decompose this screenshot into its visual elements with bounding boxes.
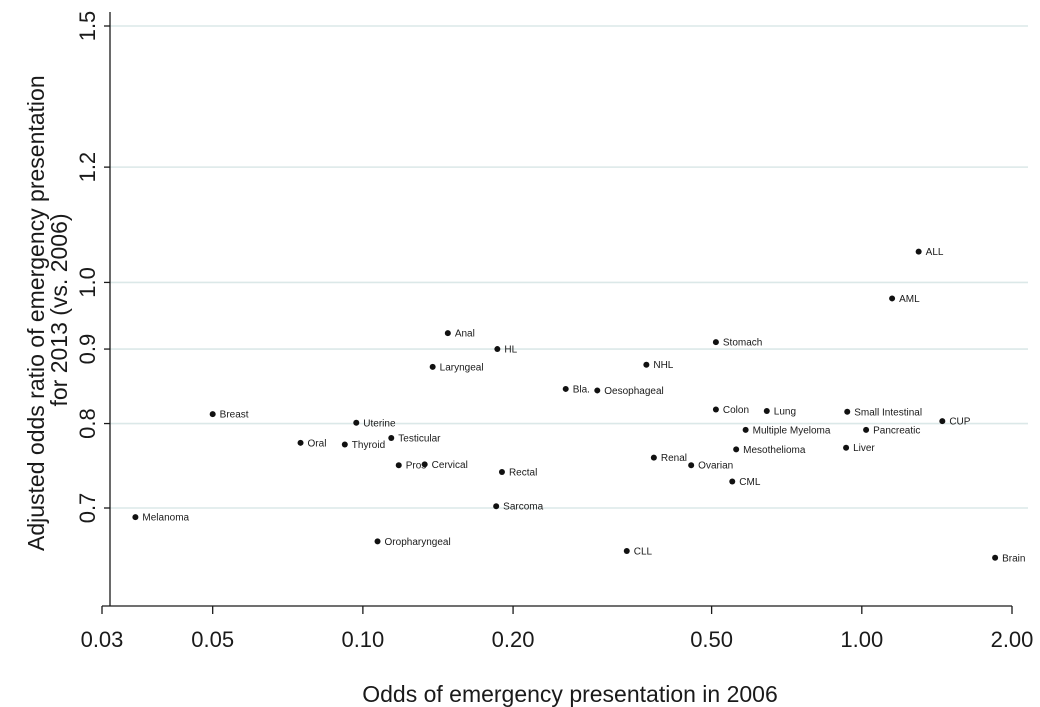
data-point <box>594 387 601 394</box>
y-tick-label: 0.7 <box>75 493 100 524</box>
point-label: CML <box>739 477 761 488</box>
y-tick-label: 0.9 <box>75 334 100 365</box>
data-point <box>493 503 500 510</box>
data-point <box>623 547 630 554</box>
point-label: Sarcoma <box>503 502 543 513</box>
x-tick-label: 0.50 <box>690 627 733 652</box>
point-label: AML <box>899 294 920 305</box>
point-label: Liver <box>853 443 875 454</box>
data-point <box>562 385 569 392</box>
point-label: Brain <box>1002 553 1025 564</box>
x-tick-label: 2.00 <box>991 627 1034 652</box>
point-label: Breast <box>220 410 249 421</box>
data-point <box>742 426 749 433</box>
data-point <box>297 439 304 446</box>
point-label: Stomach <box>723 338 762 349</box>
point-label: Laryngeal <box>440 362 484 373</box>
point-label: Oropharyngeal <box>385 537 451 548</box>
data-points <box>132 248 999 561</box>
point-label: Uterine <box>363 418 396 429</box>
y-tick-label: 0.8 <box>75 408 100 439</box>
point-label: Small Intestinal <box>854 407 922 418</box>
point-label: Thyroid <box>352 440 385 451</box>
point-label: Lung <box>774 407 796 418</box>
point-label: Pros <box>406 461 427 472</box>
data-point <box>341 441 348 448</box>
point-label: Melanoma <box>142 513 189 524</box>
data-point <box>388 434 395 441</box>
point-label: Mesothelioma <box>743 445 806 456</box>
data-point <box>863 426 870 433</box>
x-tick-label: 0.03 <box>81 627 124 652</box>
y-tick-label: 1.2 <box>75 152 100 183</box>
point-label: Oral <box>308 438 327 449</box>
point-label: Ovarian <box>698 461 733 472</box>
y-axis: 0.7 0.8 0.9 1.0 1.2 1.5 <box>75 11 111 606</box>
x-axis-title: Odds of emergency presentation in 2006 <box>362 681 778 707</box>
data-point <box>712 339 719 346</box>
y-axis-title: Adjusted odds ratio of emergency present… <box>23 69 72 551</box>
data-point <box>733 446 740 453</box>
data-point <box>650 454 657 461</box>
data-point <box>374 538 381 545</box>
data-point <box>729 478 736 485</box>
point-label: CLL <box>634 546 653 557</box>
point-label: Testicular <box>398 433 441 444</box>
y-tick-label: 1.5 <box>75 11 100 42</box>
point-labels: ALL AML Stomach Anal HL NHL Laryngeal Bla. Oesop… <box>142 247 1025 564</box>
y-axis-title-line-1: Adjusted odds ratio of emergency present… <box>23 75 49 551</box>
x-tick-label: 0.05 <box>191 627 234 652</box>
point-label: Renal <box>661 453 687 464</box>
data-point <box>209 411 216 418</box>
data-point <box>444 330 451 337</box>
point-label: Rectal <box>509 468 537 479</box>
point-label: HL <box>504 345 517 356</box>
data-point <box>889 295 896 302</box>
data-point <box>494 346 501 353</box>
data-point <box>353 419 360 426</box>
data-point <box>843 444 850 451</box>
point-label: Cervical <box>432 460 468 471</box>
y-tick-label: 1.0 <box>75 267 100 298</box>
point-label: Anal <box>455 329 475 340</box>
data-point <box>939 418 946 425</box>
gridlines <box>110 25 1028 509</box>
point-label: Multiple Myeloma <box>753 425 831 436</box>
data-point <box>421 461 428 468</box>
point-label: NHL <box>653 360 673 371</box>
x-tick-label: 0.20 <box>492 627 535 652</box>
point-label: CUP <box>949 417 970 428</box>
data-point <box>992 554 999 561</box>
data-point <box>688 462 695 469</box>
point-label: Bla. <box>573 384 590 395</box>
data-point <box>712 406 719 413</box>
data-point <box>763 408 770 415</box>
point-label: Pancreatic <box>873 425 920 436</box>
data-point <box>915 248 922 255</box>
point-label: ALL <box>926 247 944 258</box>
point-label: Oesophageal <box>604 386 664 397</box>
data-point <box>132 514 139 521</box>
y-axis-title-line-2: for 2013 (vs. 2006) <box>46 213 72 406</box>
data-point <box>395 462 402 469</box>
data-point <box>429 363 436 370</box>
data-point <box>643 361 650 368</box>
x-tick-label: 0.10 <box>341 627 384 652</box>
point-label: Colon <box>723 405 749 416</box>
x-axis: 0.03 0.05 0.10 0.20 0.50 1.00 2.00 <box>81 605 1034 652</box>
x-tick-label: 1.00 <box>840 627 883 652</box>
data-point <box>844 408 851 415</box>
data-point <box>498 469 505 476</box>
